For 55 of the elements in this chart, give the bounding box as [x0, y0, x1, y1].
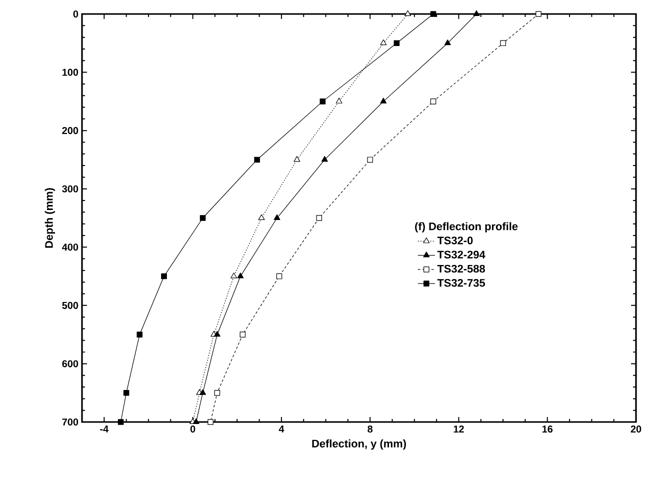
y-axis-title: Depth (mm)	[44, 188, 56, 248]
point	[258, 214, 265, 220]
x-tick-label: -4	[100, 426, 109, 432]
point	[367, 156, 373, 163]
point	[208, 419, 214, 425]
x-tick-label: 8	[368, 426, 373, 433]
y-tick-label: 200	[62, 127, 78, 134]
x-tick-label: 20	[630, 426, 642, 433]
point	[214, 390, 220, 396]
legend-label: TS32-294	[437, 250, 486, 259]
point	[240, 332, 246, 338]
point	[404, 10, 411, 16]
point	[536, 11, 542, 17]
point	[274, 214, 280, 220]
y-tick-label: 100	[62, 68, 78, 76]
y-tick-label: 300	[62, 185, 78, 192]
point	[254, 156, 260, 163]
x-tick-label: 0	[190, 426, 196, 433]
y-tick-label: 600	[62, 360, 78, 368]
point	[473, 10, 480, 16]
point	[118, 419, 124, 425]
point	[237, 272, 244, 278]
y-tick-label: 700	[62, 418, 78, 426]
x-tick-label: 4	[278, 426, 284, 432]
point	[430, 98, 436, 104]
point	[321, 156, 328, 162]
legend-label: TS32-588	[437, 264, 485, 273]
point	[230, 272, 238, 278]
point	[380, 98, 387, 104]
legend-label: TS32-0	[437, 236, 473, 244]
point	[320, 98, 326, 104]
point	[200, 389, 206, 395]
point	[500, 40, 506, 46]
point	[430, 11, 436, 17]
point	[192, 418, 200, 424]
x-axis-title: Deflection, y (mm)	[312, 439, 406, 450]
legend-label: TS32-735	[437, 279, 486, 287]
point	[394, 40, 400, 46]
point	[161, 273, 167, 280]
point	[316, 215, 322, 221]
point	[200, 215, 206, 221]
x-tick-label: 16	[542, 426, 553, 433]
point	[444, 39, 451, 46]
point	[214, 330, 220, 337]
point	[123, 390, 130, 396]
y-tick-label: 0	[73, 10, 78, 18]
y-tick-label: 400	[62, 244, 78, 251]
point	[294, 156, 300, 162]
point	[276, 273, 282, 280]
y-tick-label: 500	[62, 302, 78, 309]
point	[136, 332, 143, 338]
legend-title: (f) Deflection profile	[415, 222, 518, 232]
point	[380, 39, 387, 46]
x-tick-label: 12	[454, 426, 464, 432]
point	[336, 98, 342, 104]
